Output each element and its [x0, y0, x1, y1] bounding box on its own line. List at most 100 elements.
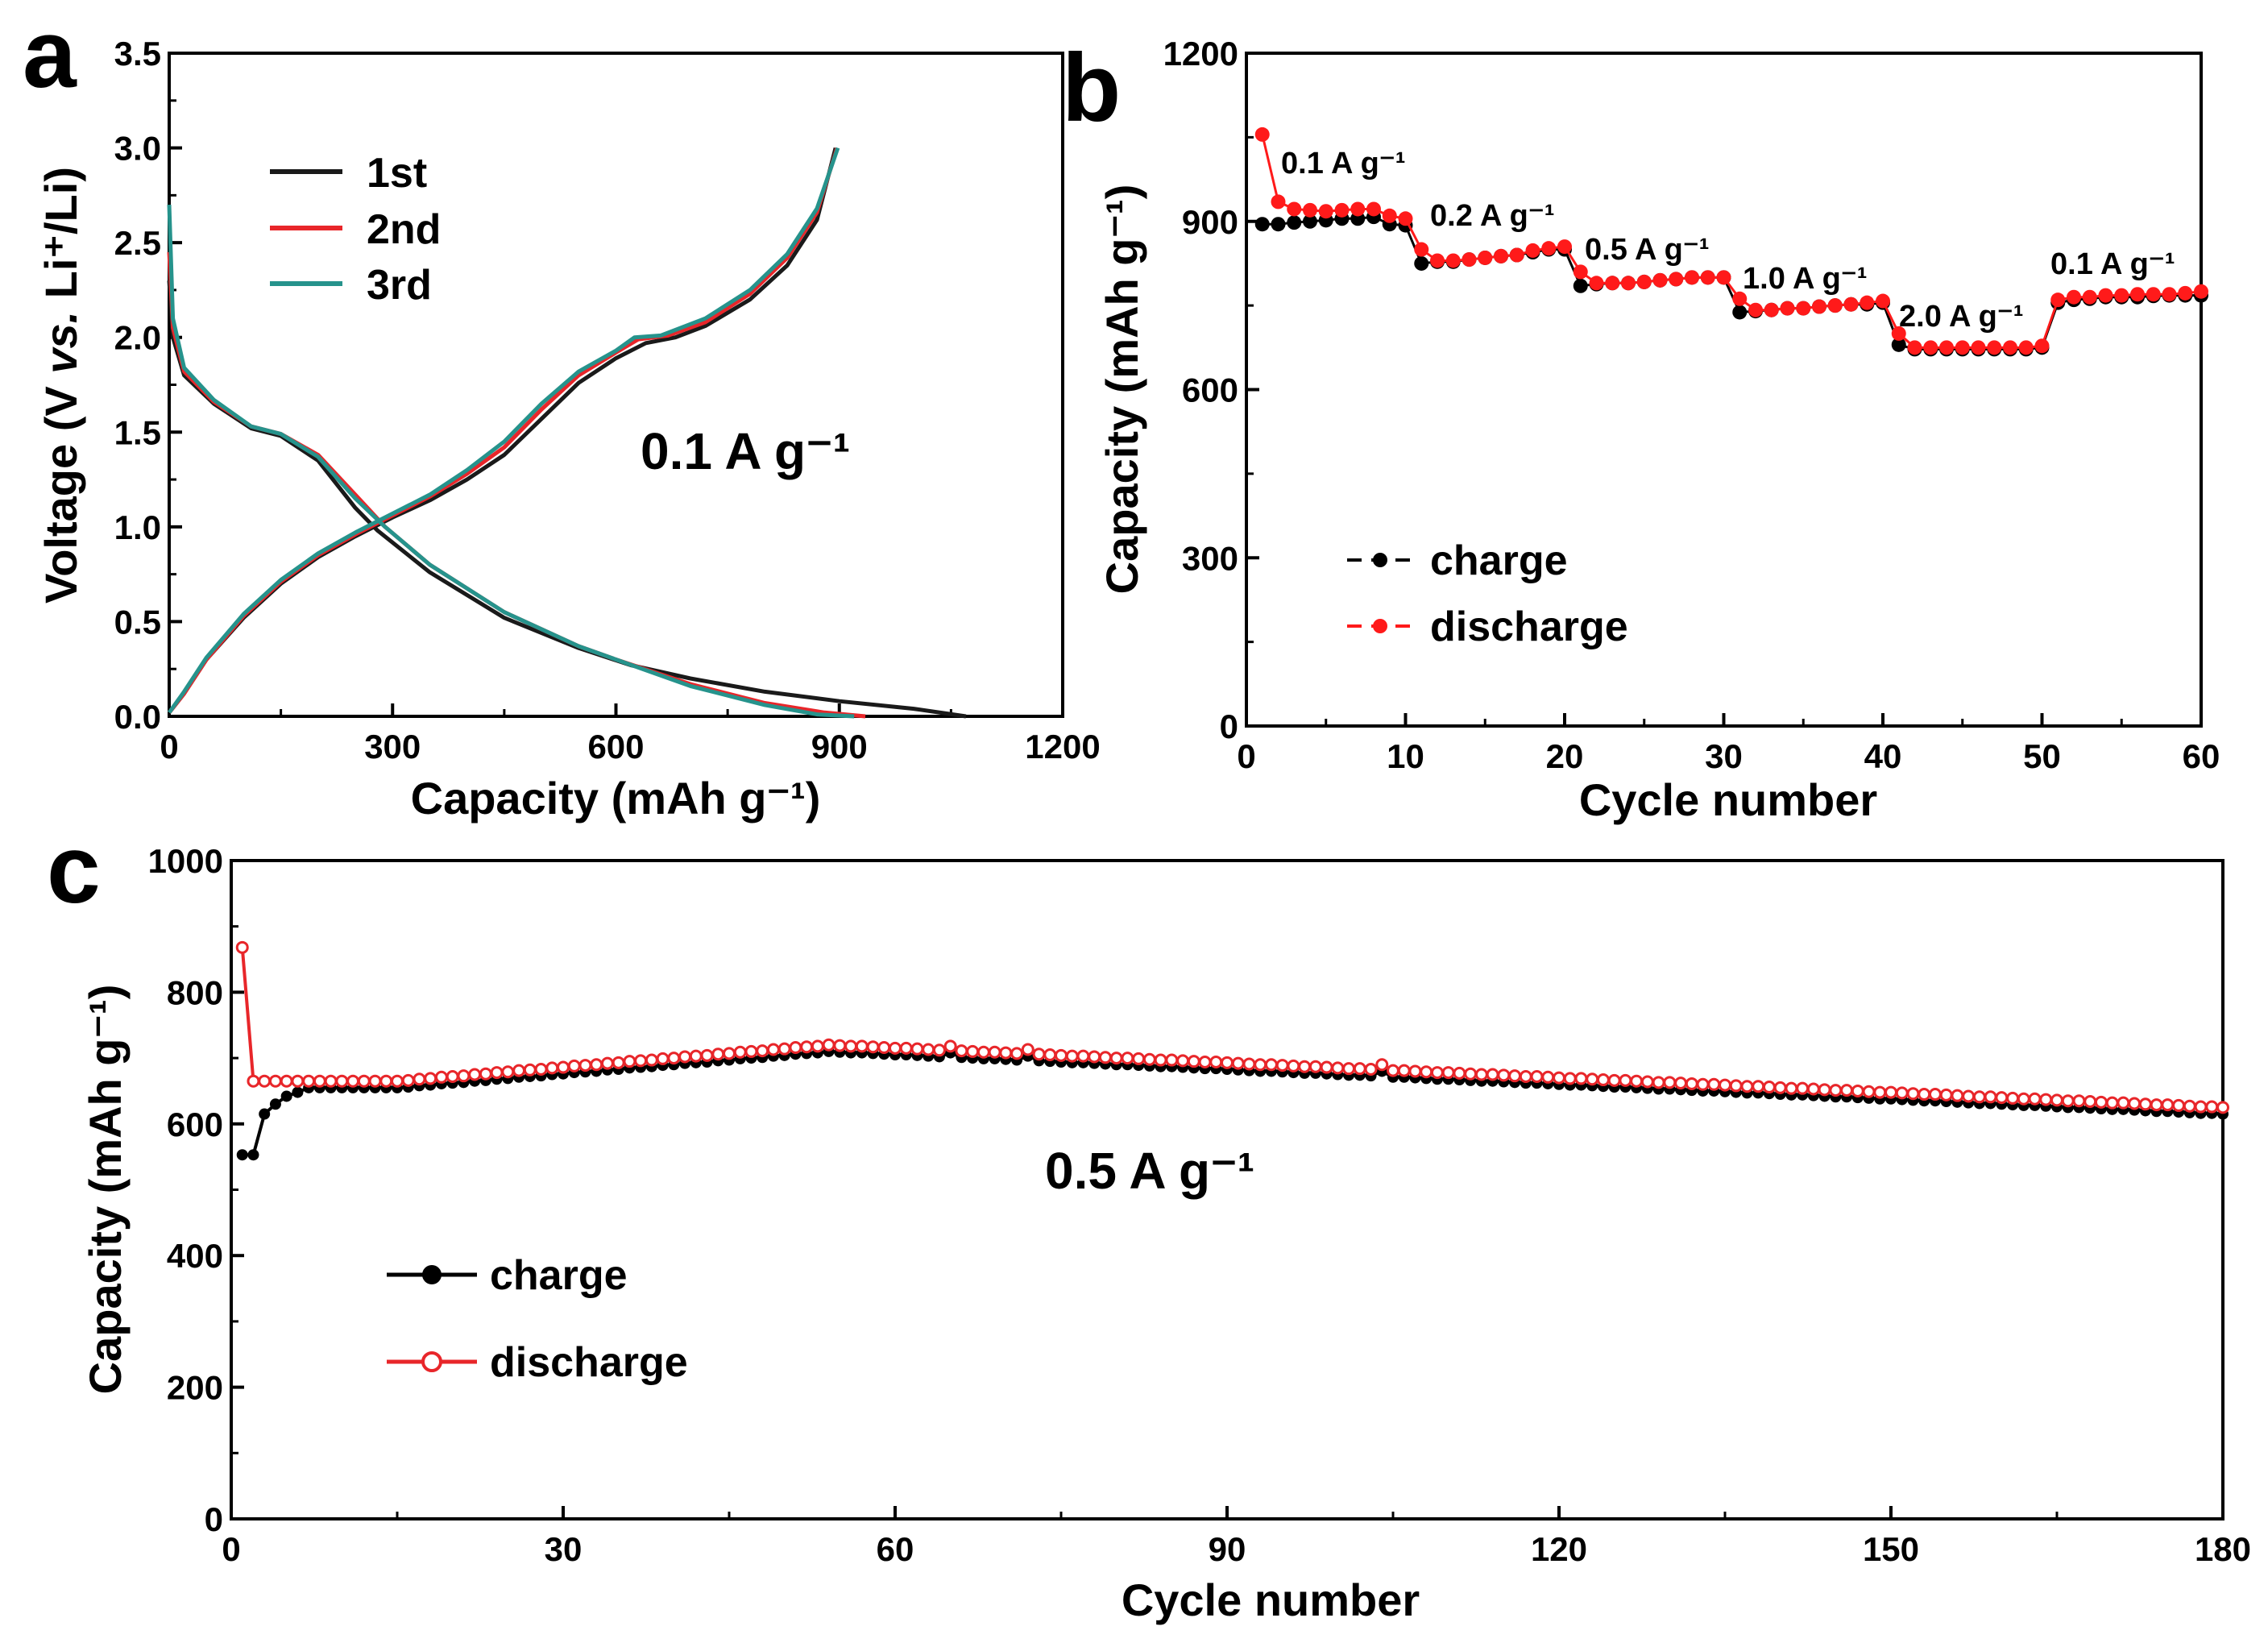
discharge-point	[1445, 253, 1461, 268]
discharge-point	[1862, 1085, 1876, 1098]
discharge-point	[1254, 1058, 1267, 1072]
discharge-point	[1464, 1067, 1478, 1081]
discharge-point	[1508, 1069, 1522, 1083]
charge-point	[1891, 337, 1906, 352]
x-tick-label: 0	[222, 1530, 240, 1568]
discharge-point	[457, 1069, 471, 1083]
legend-c: charge discharge	[387, 1252, 688, 1386]
y-axis-title-a: Voltage (V vs. Li⁺/Li)	[35, 167, 86, 604]
legend-marker-charge	[422, 1265, 442, 1284]
discharge-point	[2146, 287, 2161, 302]
discharge-point	[1065, 1049, 1079, 1063]
charge-point	[259, 1108, 271, 1120]
current-density-annotation-a: 0.1 A g⁻¹	[641, 422, 850, 480]
discharge-point	[1873, 1085, 1887, 1099]
x-tick-label: 90	[1209, 1530, 1246, 1568]
discharge-point	[723, 1047, 736, 1060]
discharge-point	[2150, 1098, 2163, 1112]
discharge-point	[1557, 239, 1572, 255]
discharge-point	[1221, 1056, 1234, 1069]
charge-point	[247, 1149, 259, 1161]
discharge-point	[1010, 1047, 1024, 1060]
discharge-point	[1264, 1058, 1278, 1072]
discharge-point	[733, 1045, 747, 1059]
discharge-point	[1430, 253, 1445, 268]
discharge-point	[988, 1045, 1001, 1059]
discharge-point	[1907, 340, 1922, 355]
discharge-point	[1972, 1090, 1986, 1104]
discharge-point	[1955, 340, 1970, 355]
discharge-point	[2172, 1098, 2186, 1112]
discharge-point	[656, 1052, 670, 1065]
x-tick-label: 60	[877, 1530, 914, 1568]
discharge-point	[822, 1038, 835, 1052]
discharge-point	[1607, 1073, 1621, 1087]
discharge-point	[1951, 1089, 1964, 1102]
discharge-point	[910, 1042, 924, 1056]
discharge-point	[1636, 274, 1652, 289]
discharge-point	[545, 1061, 559, 1075]
discharge-point	[446, 1069, 459, 1083]
discharge-point	[1382, 208, 1397, 223]
discharge-point	[1827, 298, 1843, 313]
discharge-point	[1032, 1048, 1046, 1061]
discharge-point	[1669, 272, 1684, 287]
discharge-point	[1342, 1062, 1356, 1076]
discharge-point	[1586, 1072, 1599, 1086]
discharge-point	[1740, 1080, 1754, 1093]
discharge-point	[1785, 1081, 1798, 1095]
discharge-point	[1773, 1081, 1787, 1094]
discharge-point	[1843, 297, 1859, 312]
discharge-point	[1530, 1069, 1544, 1083]
discharge-point	[766, 1043, 780, 1056]
y-tick-label: 0.5	[114, 603, 161, 641]
discharge-point	[678, 1050, 692, 1064]
charge-point	[1254, 217, 1270, 232]
discharge-point	[479, 1067, 492, 1081]
discharge-point	[2034, 338, 2050, 354]
current-density-annotation-b: 2.0 A g⁻¹	[1899, 300, 2024, 334]
discharge-point	[1541, 1070, 1555, 1084]
discharge-point	[1696, 1077, 1710, 1091]
legend-a: 1st 2nd 3rd	[270, 150, 441, 309]
discharge-point	[1430, 1066, 1444, 1080]
x-tick-label: 0	[1237, 737, 1255, 775]
discharge-point	[634, 1054, 648, 1068]
discharge-point	[1098, 1051, 1112, 1064]
discharge-point	[1350, 201, 1366, 217]
discharge-point	[1563, 1072, 1577, 1085]
discharge-point	[1891, 326, 1906, 341]
discharge-point	[501, 1065, 515, 1079]
discharge-point	[1895, 1086, 1909, 1100]
discharge-point	[2162, 287, 2177, 302]
discharge-point	[1142, 1052, 1156, 1066]
legend-marker-discharge	[1373, 619, 1387, 633]
discharge-point	[1818, 1083, 1831, 1097]
discharge-point	[2039, 1093, 2053, 1106]
discharge-point	[1462, 252, 1477, 268]
discharge-point	[523, 1063, 537, 1077]
discharge-point	[976, 1045, 990, 1059]
charge-point	[1573, 278, 1588, 293]
discharge-point	[1719, 1078, 1731, 1092]
discharge-point	[645, 1053, 658, 1067]
discharge-point	[955, 1044, 968, 1058]
x-axis-title-a: Capacity (mAh g⁻¹)	[411, 773, 821, 824]
discharge-point	[1829, 1084, 1843, 1097]
discharge-point	[1674, 1077, 1688, 1090]
y-tick-label: 600	[167, 1106, 223, 1143]
discharge-point	[1176, 1054, 1190, 1068]
discharge-point	[1318, 204, 1333, 219]
discharge-point	[1851, 1084, 1864, 1097]
discharge-point	[1812, 299, 1826, 314]
discharge-point	[1605, 276, 1620, 291]
discharge-point	[1906, 1087, 1920, 1101]
legend-label-1st: 1st	[367, 150, 427, 197]
panel-label-a: a	[23, 0, 77, 108]
x-axis-title-b: Cycle number	[1579, 774, 1877, 825]
discharge-point	[966, 1044, 980, 1058]
discharge-point	[800, 1040, 814, 1054]
x-tick-label: 40	[1864, 737, 1902, 775]
discharge-point	[1320, 1060, 1333, 1074]
